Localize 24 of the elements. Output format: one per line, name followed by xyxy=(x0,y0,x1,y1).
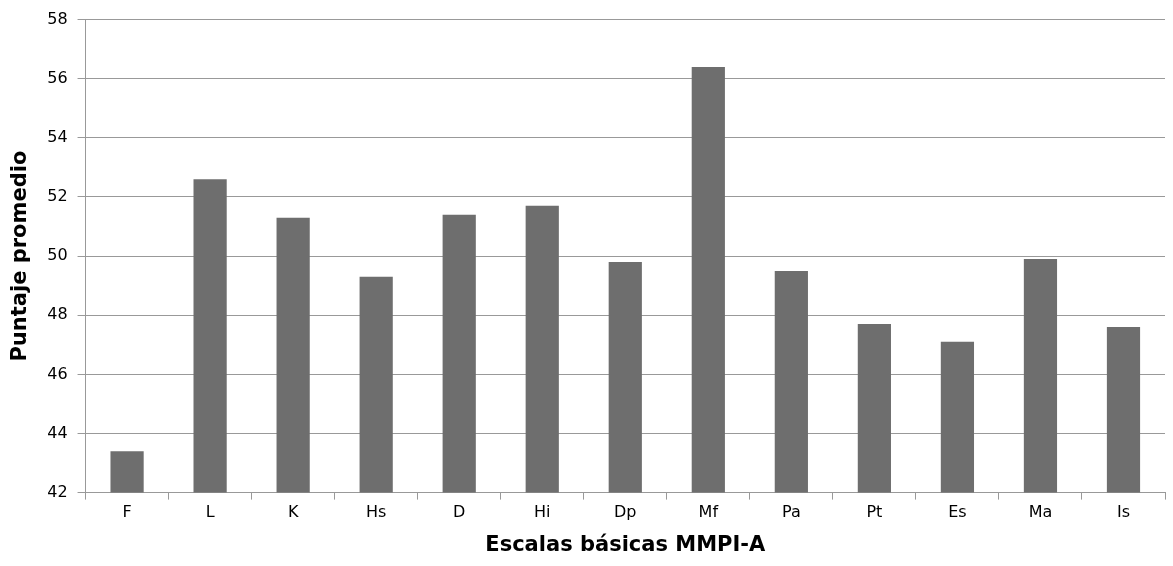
y-tick-label: 44 xyxy=(47,422,68,442)
y-axis-title: Puntaje promedio xyxy=(7,150,32,362)
y-tick-label: 58 xyxy=(47,8,68,28)
x-tick-label: Hs xyxy=(365,502,387,522)
x-tick-label: Pa xyxy=(781,502,801,522)
x-tick-label: Dp xyxy=(614,502,637,522)
y-tick-label: 54 xyxy=(47,127,68,147)
x-tick-label: Is xyxy=(1116,502,1131,522)
x-tick-label: Pt xyxy=(866,502,883,522)
x-tick-label: D xyxy=(453,502,466,522)
x-axis-title: Escalas básicas MMPI-A xyxy=(485,531,766,556)
x-tick-label: Ma xyxy=(1028,502,1053,522)
x-tick-label: F xyxy=(122,502,132,522)
x-tick-label: Mf xyxy=(698,502,719,522)
y-tick-label: 52 xyxy=(47,186,68,206)
y-tick-label: 56 xyxy=(47,67,68,87)
x-tick-label: L xyxy=(205,502,215,522)
y-tick-label: 48 xyxy=(47,304,68,324)
y-tick-label: 46 xyxy=(47,363,68,383)
x-tick-label: K xyxy=(287,502,299,522)
x-tick-label: Hi xyxy=(534,502,551,522)
y-tick-label: 42 xyxy=(47,481,68,501)
x-tick-label: Es xyxy=(948,502,967,522)
y-tick-label: 50 xyxy=(47,245,68,265)
